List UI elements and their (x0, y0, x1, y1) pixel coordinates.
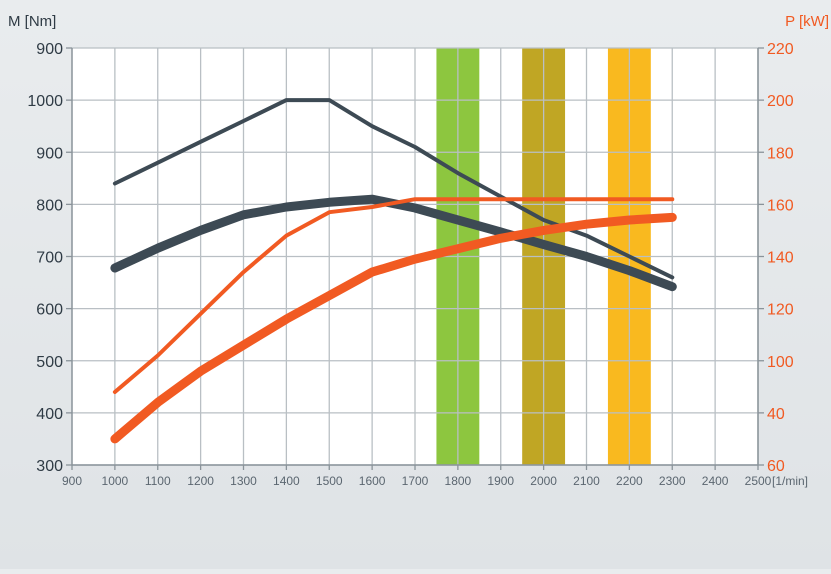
left-tick-label: 1000 (27, 93, 63, 110)
x-tick-label: 2500 (745, 474, 772, 488)
right-axis-ticks: 60 40 100 120 140 160 180 200 220 (758, 41, 794, 475)
series-lines (110, 98, 677, 444)
left-tick-label: 500 (36, 354, 63, 371)
x-tick-label: 1600 (359, 474, 386, 488)
right-tick-label: 100 (767, 354, 794, 371)
left-tick-label: 900 (36, 145, 63, 162)
x-tick-label: 2300 (659, 474, 686, 488)
series-line-3 (112, 197, 675, 394)
right-tick-label: 140 (767, 250, 794, 267)
x-tick-label: 1400 (273, 474, 300, 488)
x-tick-label: 2200 (616, 474, 643, 488)
left-tick-label: 800 (36, 197, 63, 214)
x-axis-unit-label: [1/min] (772, 474, 808, 488)
right-tick-label: 200 (767, 93, 794, 110)
x-tick-label: 1100 (145, 474, 171, 488)
left-tick-label: 400 (36, 406, 63, 423)
series-line-1 (112, 98, 675, 280)
right-tick-label: 60 (767, 458, 785, 475)
x-tick-label: 1700 (402, 474, 429, 488)
right-tick-label: 40 (767, 406, 785, 423)
left-tick-label: 600 (36, 302, 63, 319)
x-tick-label: 2400 (702, 474, 729, 488)
left-tick-label: 700 (36, 250, 63, 267)
right-axis-label: P [kW] (785, 13, 829, 30)
x-tick-label: 2000 (530, 474, 557, 488)
x-tick-label: 1200 (187, 474, 214, 488)
series-line-4 (110, 212, 677, 444)
left-axis-label: M [Nm] (8, 13, 56, 30)
left-axis-ticks: 300 400 500 600 700 800 900 1000 900 (27, 41, 72, 475)
left-tick-label: 300 (36, 458, 63, 475)
x-tick-label: 1300 (230, 474, 257, 488)
x-tick-label: 2100 (573, 474, 600, 488)
x-tick-label: 1500 (316, 474, 343, 488)
left-tick-label: 900 (36, 41, 63, 58)
x-tick-label: 1900 (487, 474, 514, 488)
right-tick-label: 180 (767, 145, 794, 162)
right-tick-label: 120 (767, 302, 794, 319)
x-tick-label: 1800 (445, 474, 472, 488)
right-tick-label: 160 (767, 197, 794, 214)
x-tick-label: 1000 (102, 474, 129, 488)
x-axis-ticks: 900 1000 1100 1200 1300 1400 1500 1600 1700 1800 1… (62, 465, 772, 488)
right-tick-label: 220 (767, 41, 794, 58)
x-tick-label: 900 (62, 474, 82, 488)
